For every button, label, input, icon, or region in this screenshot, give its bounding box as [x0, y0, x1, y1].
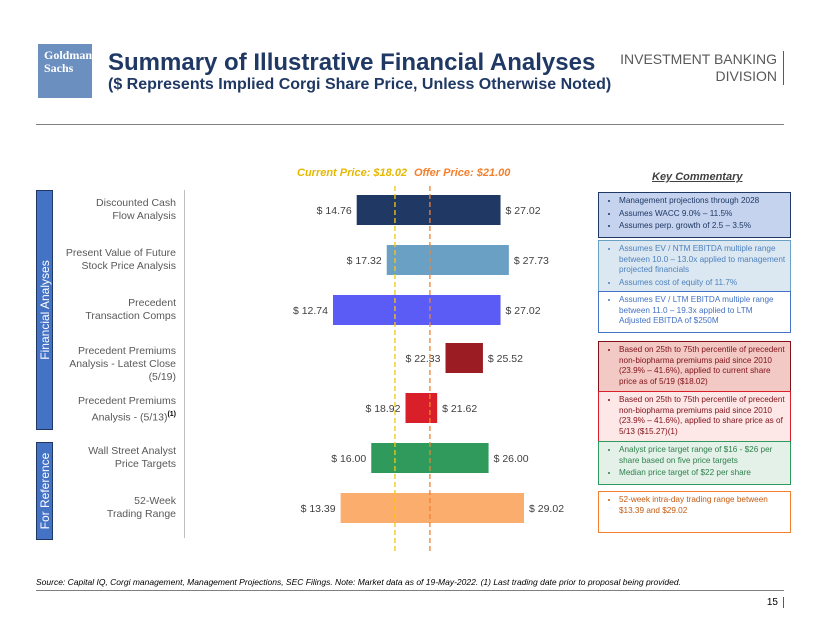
category-label: Precedent Premiums Analysis - (5/13)(1): [60, 395, 176, 425]
category-label-line1: 52-Week: [134, 495, 176, 507]
category-label-line1: Precedent: [128, 297, 176, 309]
page-title: Summary of Illustrative Financial Analys…: [108, 49, 596, 76]
range-bar: [333, 295, 501, 325]
category-label-line1: Discounted Cash: [96, 197, 176, 209]
key-commentary-title: Key Commentary: [652, 171, 743, 183]
commentary-bullet: Analyst price target range of $16 - $26 …: [619, 445, 786, 466]
logo-line2: Sachs: [44, 61, 74, 75]
category-label-line2: Analysis - (5/13)(1): [91, 411, 176, 424]
category-label-line1: Present Value of Future: [65, 247, 176, 259]
category-label: 52-Week Trading Range: [60, 495, 176, 521]
range-bar: [445, 343, 483, 373]
commentary-bullet: Based on 25th to 75th percentile of prec…: [619, 345, 786, 387]
bar-low-label: $ 13.39: [301, 503, 336, 515]
commentary-list: Assumes EV / LTM EBITDA multiple range b…: [605, 295, 786, 327]
for-reference-text: For Reference: [37, 452, 52, 530]
page-number: 15: [767, 597, 784, 608]
footer-divider: [36, 590, 784, 591]
range-bar: [386, 245, 509, 275]
commentary-list: Analyst price target range of $16 - $26 …: [605, 445, 786, 479]
commentary-bullet: Median price target of $22 per share: [619, 468, 786, 479]
header-divider: [36, 124, 784, 125]
page-subtitle: ($ Represents Implied Corgi Share Price,…: [108, 76, 612, 93]
category-label-line2: Stock Price Analysis: [81, 260, 176, 272]
range-bar: [340, 493, 524, 523]
bar-low-label: $ 22.33: [405, 353, 440, 365]
commentary-box: Management projections through 2028 Assum…: [598, 192, 791, 238]
commentary-box: Based on 25th to 75th percentile of prec…: [598, 341, 791, 393]
bar-high-label: $ 27.73: [514, 255, 549, 267]
bar-low-label: $ 18.92: [365, 403, 400, 415]
commentary-box: 52-week intra-day trading range between …: [598, 491, 791, 533]
bar-low-label: $ 12.74: [293, 305, 328, 317]
bar-low-label: $ 14.76: [317, 205, 352, 217]
logo-line1: Goldman: [44, 48, 93, 62]
commentary-box: Based on 25th to 75th percentile of prec…: [598, 391, 791, 443]
commentary-bullet: Based on 25th to 75th percentile of prec…: [619, 395, 786, 437]
commentary-bullet: Assumes EV / NTM EBITDA multiple range b…: [619, 244, 786, 276]
offer-price-label: Offer Price: $21.00: [414, 167, 511, 179]
range-bar: [356, 195, 501, 225]
category-label: Discounted Cash Flow Analysis: [60, 197, 176, 223]
goldman-sachs-logo: Goldman Sachs: [38, 44, 92, 98]
bar-high-label: $ 29.02: [529, 503, 564, 515]
bar-low-label: $ 16.00: [331, 453, 366, 465]
category-label-line2: Trading Range: [106, 508, 176, 520]
commentary-list: Management projections through 2028 Assum…: [605, 196, 786, 232]
commentary-box: Analyst price target range of $16 - $26 …: [598, 441, 791, 485]
bar-low-label: $ 17.32: [347, 255, 382, 267]
range-bar: [371, 443, 489, 473]
range-bar: [405, 393, 438, 423]
category-label: Wall Street Analyst Price Targets: [60, 445, 176, 471]
category-label-line1: Precedent Premiums: [77, 345, 176, 357]
commentary-bullet: Assumes WACC 9.0% – 11.5%: [619, 209, 786, 220]
category-label-line2: Analysis - Latest Close (5/19): [69, 358, 176, 383]
category-label: Present Value of Future Stock Price Analy…: [60, 247, 176, 273]
category-label: Precedent Premiums Analysis - Latest Clos…: [60, 345, 176, 384]
commentary-list: 52-week intra-day trading range between …: [605, 495, 786, 516]
commentary-list: Based on 25th to 75th percentile of prec…: [605, 395, 786, 437]
category-label-line2: Price Targets: [114, 458, 176, 470]
commentary-bullet: Assumes perp. growth of 2.5 – 3.5%: [619, 221, 786, 232]
bar-high-label: $ 27.02: [506, 205, 541, 217]
footnote-marker: (1): [167, 411, 176, 418]
commentary-box: Assumes EV / LTM EBITDA multiple range b…: [598, 291, 791, 333]
category-label-line2: Flow Analysis: [112, 210, 176, 222]
bar-high-label: $ 27.02: [506, 305, 541, 317]
division-label: INVESTMENT BANKING DIVISION: [620, 51, 784, 85]
category-label-line1: Precedent Premiums: [77, 395, 176, 407]
division-line2: DIVISION: [715, 68, 777, 84]
division-line1: INVESTMENT BANKING: [620, 51, 777, 67]
financial-analyses-label: Financial Analyses: [36, 190, 53, 430]
commentary-bullet: 52-week intra-day trading range between …: [619, 495, 786, 516]
current-price-label: Current Price: $18.02: [297, 167, 408, 179]
commentary-list: Based on 25th to 75th percentile of prec…: [605, 345, 786, 387]
commentary-list: Assumes EV / NTM EBITDA multiple range b…: [605, 244, 786, 288]
commentary-bullet: Assumes EV / LTM EBITDA multiple range b…: [619, 295, 786, 327]
bar-high-label: $ 25.52: [488, 353, 523, 365]
for-reference-label: For Reference: [36, 442, 53, 540]
bar-high-label: $ 26.00: [494, 453, 529, 465]
source-note: Source: Capital IQ, Corgi management, Ma…: [36, 577, 681, 587]
category-divider: [184, 190, 185, 538]
financial-analyses-text: Financial Analyses: [37, 260, 52, 360]
commentary-box: Assumes EV / NTM EBITDA multiple range b…: [598, 240, 791, 294]
category-label-line2: Transaction Comps: [85, 310, 176, 322]
commentary-bullet: Management projections through 2028: [619, 196, 786, 207]
bar-high-label: $ 21.62: [442, 403, 477, 415]
category-label-line1: Wall Street Analyst: [88, 445, 176, 457]
commentary-bullet: Assumes cost of equity of 11.7%: [619, 278, 786, 289]
category-label: Precedent Transaction Comps: [60, 297, 176, 323]
